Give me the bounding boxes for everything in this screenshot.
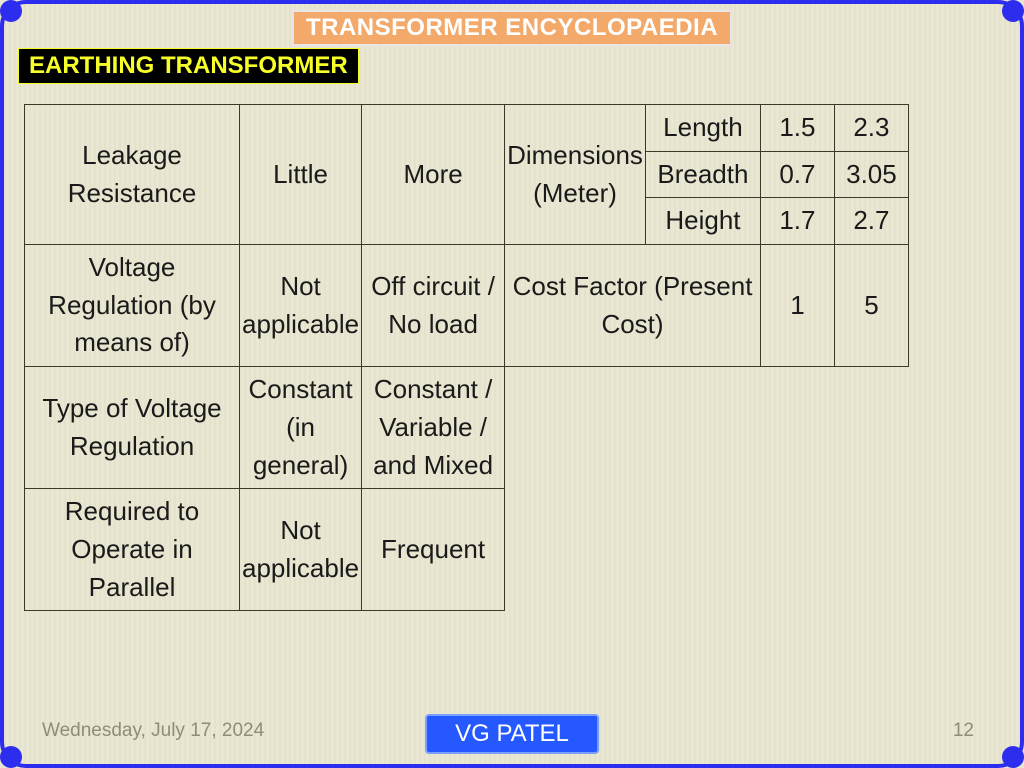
footer-author: VG PATEL xyxy=(425,714,599,754)
cell-cost-factor: Cost Factor (Present Cost) xyxy=(505,245,761,367)
cell: More xyxy=(362,105,505,245)
footer-date: Wednesday, July 17, 2024 xyxy=(42,720,264,742)
empty-cell xyxy=(505,489,909,611)
cell: Frequent xyxy=(362,489,505,611)
cell: Not applicable xyxy=(240,245,362,367)
empty-cell xyxy=(505,367,909,489)
page-title: TRANSFORMER ENCYCLOPAEDIA xyxy=(292,10,732,46)
cell-dim-length-label: Length xyxy=(645,105,760,152)
table-row: Type of Voltage Regulation Constant (in … xyxy=(25,367,909,489)
cell-leakage-resistance: Leakage Resistance xyxy=(25,105,240,245)
cell-type-voltage-regulation: Type of Voltage Regulation xyxy=(25,367,240,489)
cell-dim-height-label: Height xyxy=(645,198,760,245)
cell: Little xyxy=(240,105,362,245)
cell: 3.05 xyxy=(834,151,908,198)
cell: 5 xyxy=(834,245,908,367)
cell: Constant (in general) xyxy=(240,367,362,489)
cell: 0.7 xyxy=(760,151,834,198)
slide-frame: TRANSFORMER ENCYCLOPAEDIA EARTHING TRANS… xyxy=(0,0,1024,768)
cell-dimensions-header: Dimensions (Meter) xyxy=(505,105,646,245)
table-row: Leakage Resistance Little More Dimension… xyxy=(25,105,909,152)
cell: 2.3 xyxy=(834,105,908,152)
cell: Off circuit / No load xyxy=(362,245,505,367)
cell-dim-breadth-label: Breadth xyxy=(645,151,760,198)
footer-page-number: 12 xyxy=(953,720,974,742)
table-row: Required to Operate in Parallel Not appl… xyxy=(25,489,909,611)
section-title: EARTHING TRANSFORMER xyxy=(18,48,359,84)
corner-decoration xyxy=(1002,746,1024,768)
comparison-table: Leakage Resistance Little More Dimension… xyxy=(24,104,1000,611)
cell-voltage-regulation: Voltage Regulation (by means of) xyxy=(25,245,240,367)
cell: Constant / Variable / and Mixed xyxy=(362,367,505,489)
corner-decoration xyxy=(0,746,22,768)
cell: 1.7 xyxy=(760,198,834,245)
cell: Not applicable xyxy=(240,489,362,611)
cell-parallel-operation: Required to Operate in Parallel xyxy=(25,489,240,611)
cell: 2.7 xyxy=(834,198,908,245)
cell: 1.5 xyxy=(760,105,834,152)
cell: 1 xyxy=(760,245,834,367)
table-row: Voltage Regulation (by means of) Not app… xyxy=(25,245,909,367)
corner-decoration xyxy=(0,0,22,22)
corner-decoration xyxy=(1002,0,1024,22)
